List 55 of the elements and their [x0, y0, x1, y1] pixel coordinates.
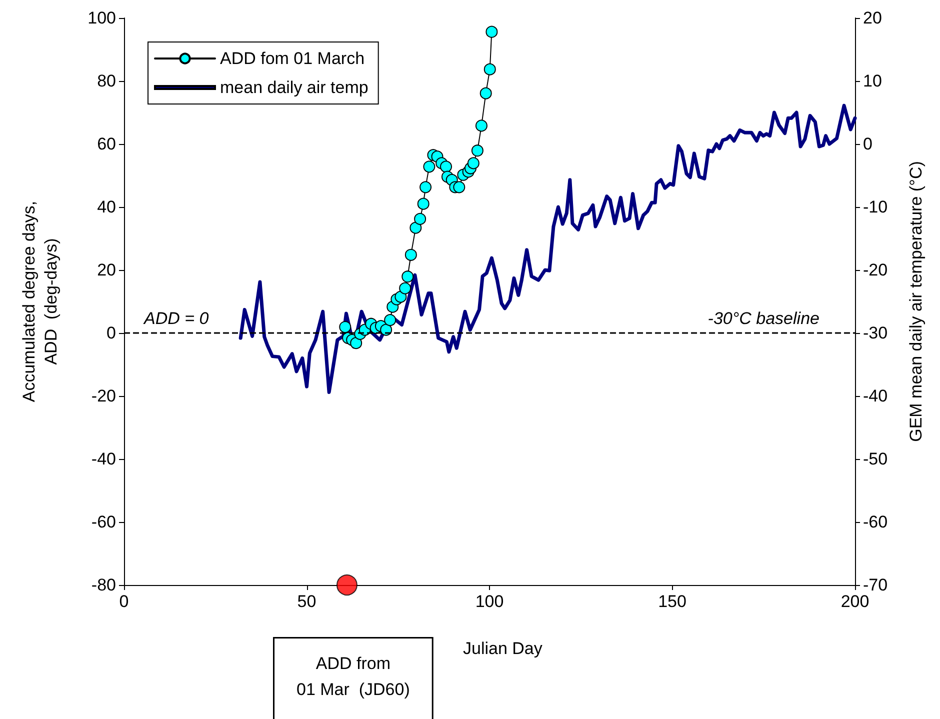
point	[453, 181, 466, 194]
point	[420, 181, 432, 194]
x-tick-label: 0	[119, 592, 129, 611]
point	[339, 321, 352, 334]
y-axis-title: Accumulated degree days, ADD (deg-days)	[20, 200, 60, 402]
y2-tick-label: -20	[863, 260, 888, 280]
legend-label: ADD fom 01 March	[220, 49, 365, 68]
y-tick-label: 0	[106, 324, 116, 342]
y2-tick-label: -60	[863, 512, 888, 532]
y-tick-label: 60	[97, 134, 116, 154]
y-tick-label: -40	[91, 450, 116, 468]
legend-label: mean daily air temp	[220, 78, 368, 97]
point	[394, 290, 407, 303]
x-tick-label: 150	[658, 592, 686, 611]
point	[384, 314, 396, 326]
y2-tick-label: -70	[863, 576, 888, 594]
point	[475, 120, 488, 132]
point	[350, 337, 362, 350]
point	[467, 157, 480, 170]
point	[471, 144, 484, 157]
y-tick-label: -80	[91, 576, 116, 594]
point	[399, 282, 412, 294]
point	[440, 160, 452, 173]
y2-tick-label: 10	[863, 72, 882, 90]
annotation: -30°C baseline	[708, 309, 820, 328]
point	[486, 26, 498, 38]
y2-tick-label: -40	[863, 386, 888, 406]
y2-axis-title: GEM mean daily air temperature (°C)	[906, 161, 926, 442]
text: ADD from 01 Mar (JD60)	[296, 654, 410, 699]
y2-tick-label: -10	[863, 198, 888, 216]
x-tick-label: 200	[840, 592, 870, 611]
y2-tick-label: -30	[863, 324, 888, 342]
x-tick-label: 50	[297, 592, 316, 611]
y-tick-label: -20	[91, 386, 116, 406]
point	[404, 248, 417, 261]
y2-tick-label: -50	[863, 450, 888, 468]
point	[417, 198, 430, 210]
point	[423, 160, 436, 173]
ref-line-label: ADD = 0	[143, 309, 210, 328]
x-tick-label: 100	[475, 592, 504, 611]
y2-tick-label: 0	[863, 134, 872, 154]
point	[484, 63, 496, 76]
point	[402, 270, 414, 283]
y2-tick-label: 20	[863, 8, 882, 28]
point	[336, 574, 358, 596]
x-axis-title: Julian Day	[463, 639, 543, 658]
y-tick-label: 40	[97, 198, 116, 216]
y-tick-label: -60	[91, 512, 116, 532]
y-tick-label: 80	[97, 72, 116, 90]
point	[480, 87, 492, 100]
point	[410, 222, 422, 234]
point	[414, 212, 426, 225]
y-tick-label: 100	[88, 8, 116, 28]
y-tick-label: 20	[97, 260, 116, 280]
line-series	[238, 104, 857, 394]
